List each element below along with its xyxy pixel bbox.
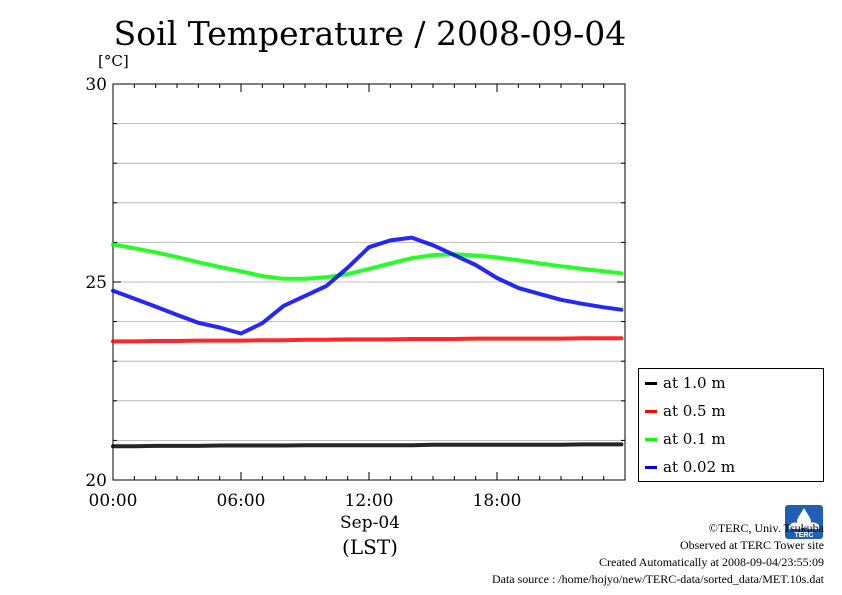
footer-copyright: ©TERC, Univ. Tsukuba [708, 521, 824, 535]
x-tick-label: 18:00 [473, 491, 522, 511]
svg-text:TERC: TERC [794, 532, 813, 539]
legend-swatch-1m [645, 381, 657, 385]
y-tick-label: 20 [85, 471, 107, 491]
chart-title: Soil Temperature / 2008-09-04 [113, 14, 627, 53]
axis-ticks [112, 83, 626, 481]
grid-lines [113, 123, 625, 441]
x-tick-label: 12:00 [345, 491, 394, 511]
footer-created: Created Automatically at 2008-09-04/23:5… [599, 555, 824, 569]
x-axis-timezone-label: (LST) [342, 535, 398, 559]
tick-labels: 20 25 30 00:00 06:00 12:00 18:00 [85, 75, 521, 511]
y-tick-label: 25 [85, 273, 107, 293]
x-axis-date-label: Sep-04 [340, 513, 400, 533]
series-line-2 [111, 242, 624, 281]
y-tick-label: 30 [85, 75, 107, 95]
series-line-0 [111, 442, 624, 449]
legend-label-0-02m: at 0.02 m [663, 458, 736, 476]
x-tick-label: 00:00 [89, 491, 138, 511]
legend-label-0-5m: at 0.5 m [663, 402, 726, 420]
legend-item-0-02m: at 0.02 m [645, 457, 735, 477]
y-axis-unit: [°C] [98, 52, 129, 70]
legend-item-0-5m: at 0.5 m [645, 401, 726, 421]
legend-swatch-0-1m [645, 437, 657, 441]
series-line-1 [111, 336, 624, 344]
legend-label-0-1m: at 0.1 m [663, 430, 726, 448]
legend-item-1m: at 1.0 m [645, 373, 726, 393]
legend-swatch-0-5m [645, 409, 657, 413]
legend-item-0-1m: at 0.1 m [645, 429, 726, 449]
legend-label-1m: at 1.0 m [663, 374, 726, 392]
footer-observed: Observed at TERC Tower site [679, 538, 824, 552]
legend: at 1.0 m at 0.5 m at 0.1 m at 0.02 m [638, 368, 824, 482]
series-line-3 [111, 235, 624, 336]
x-tick-label: 06:00 [217, 491, 266, 511]
legend-swatch-0-02m [645, 465, 657, 469]
terc-logo: TERC [785, 505, 823, 539]
footer-source: Data source : /home/hojyo/new/TERC-data/… [491, 572, 824, 586]
series-lines [111, 235, 624, 449]
